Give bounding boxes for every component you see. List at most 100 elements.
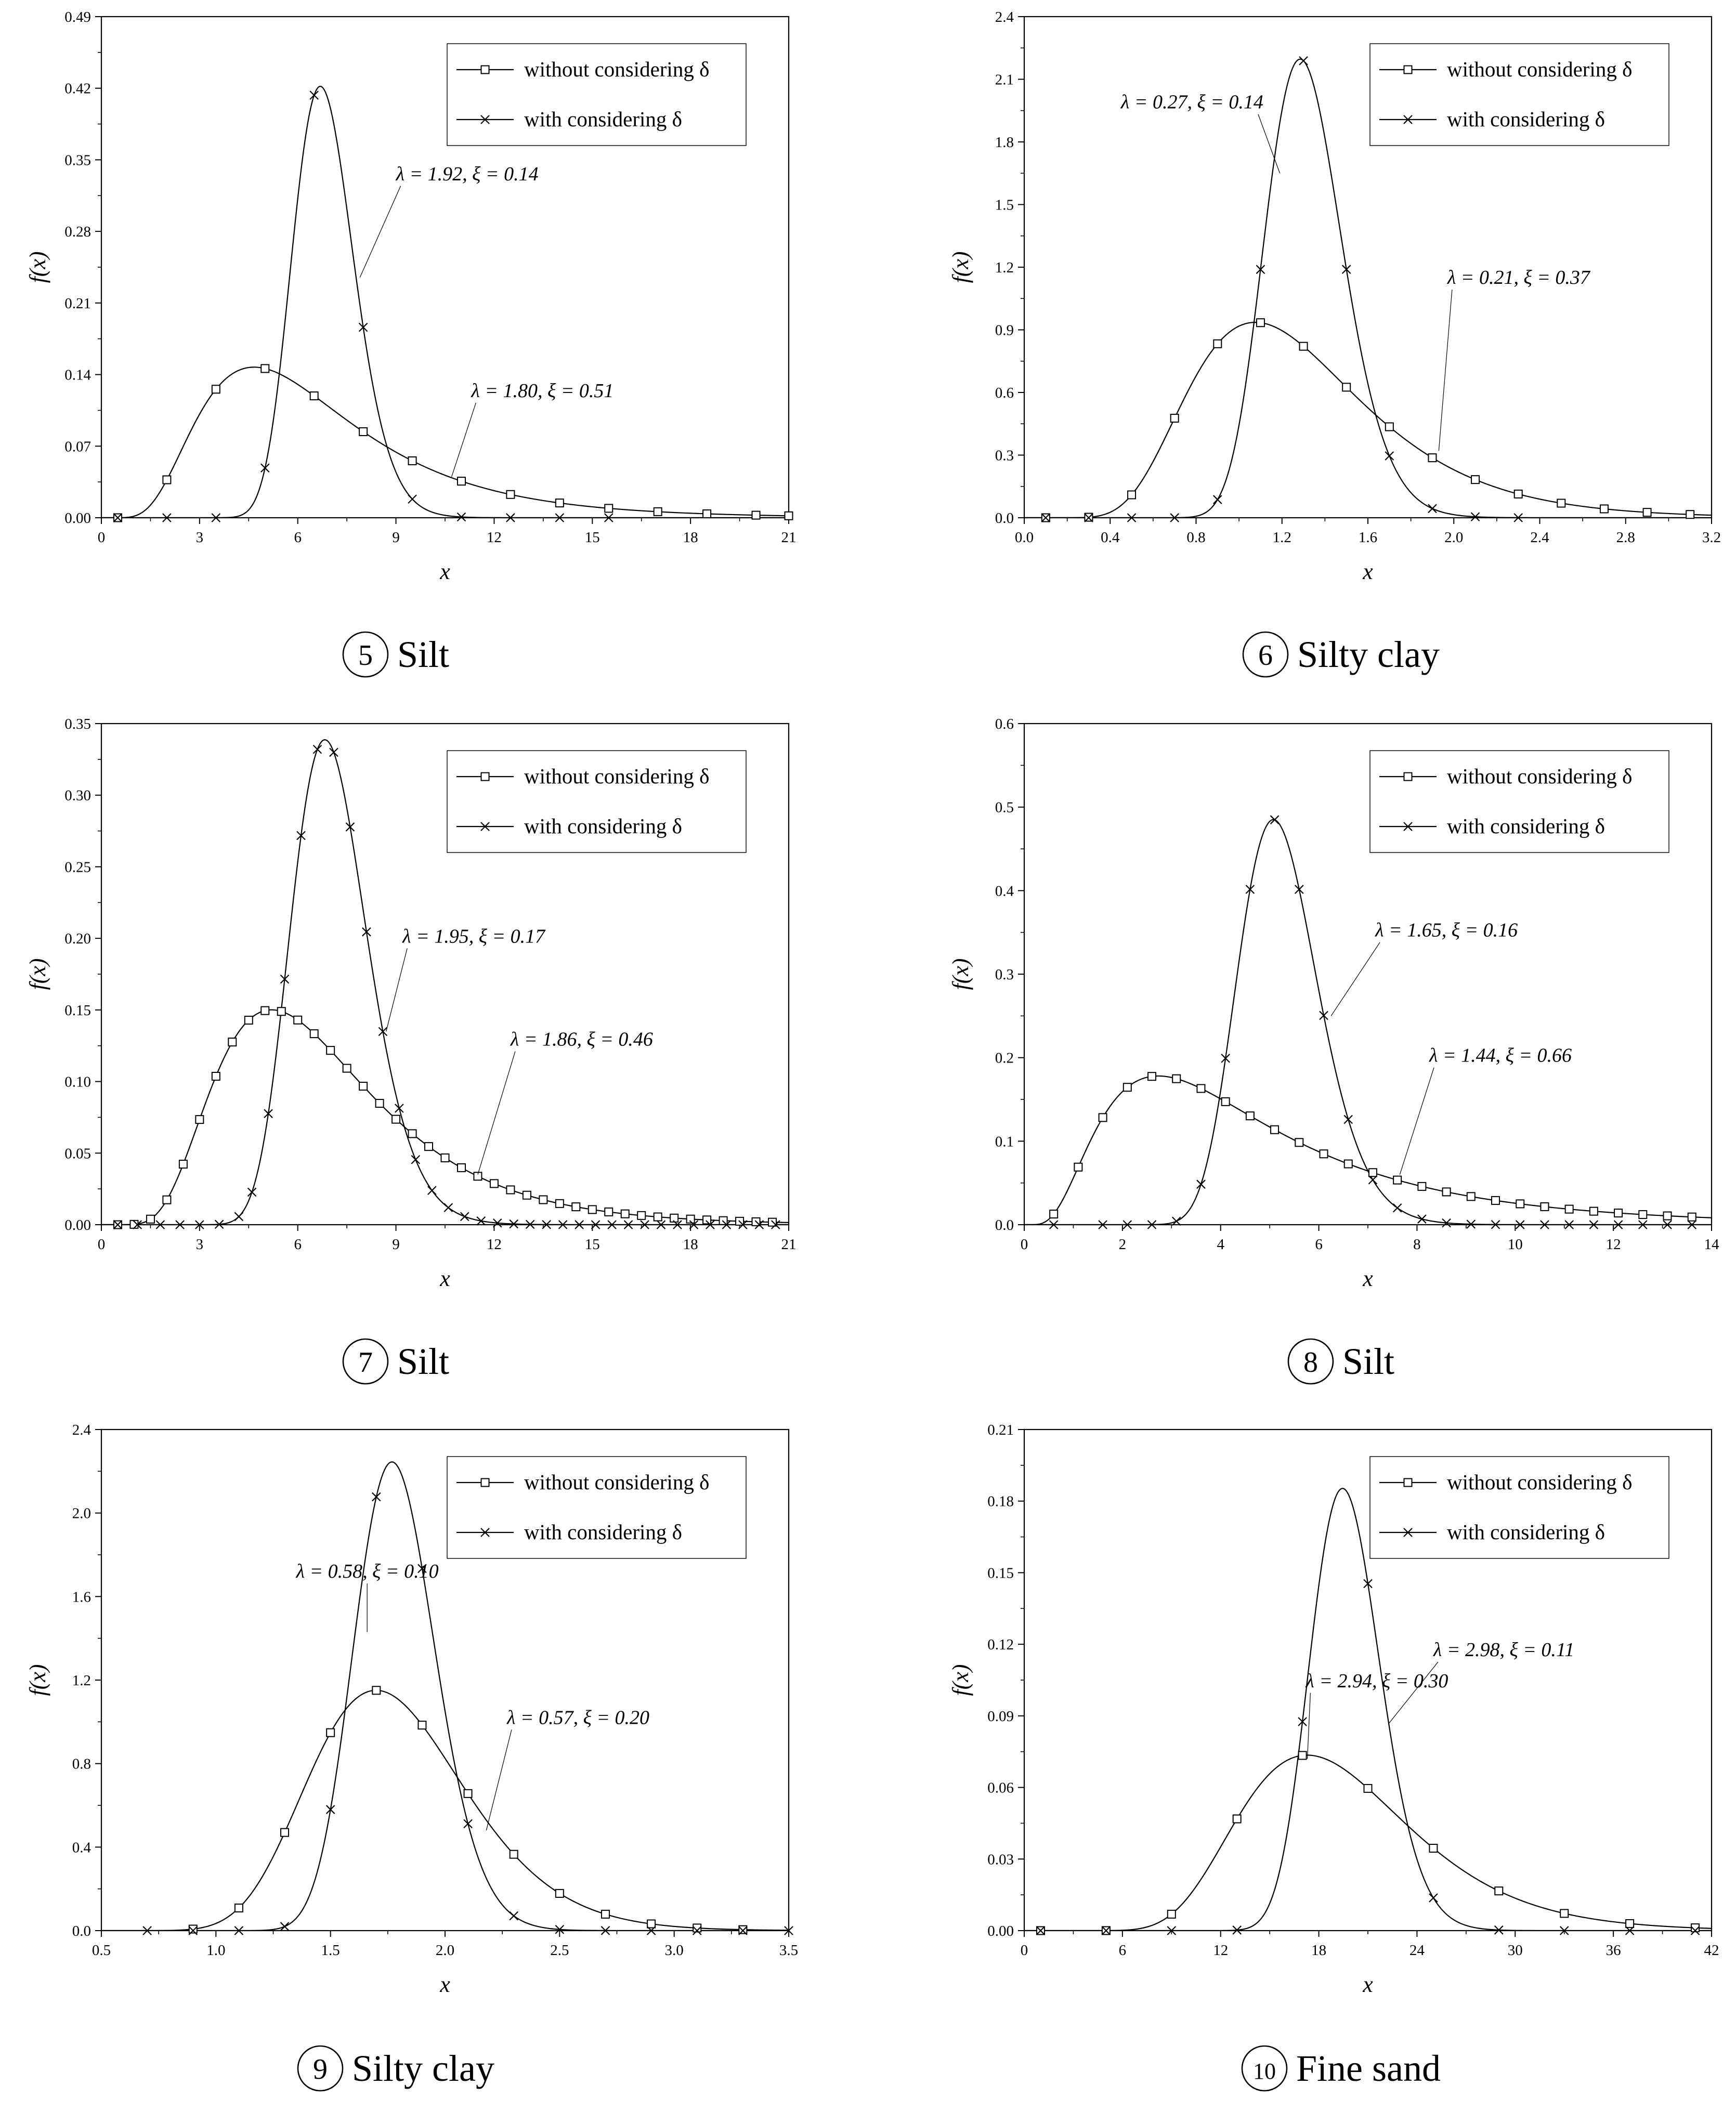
caption-number: 5	[358, 639, 373, 672]
cross-stroke	[1245, 885, 1255, 894]
annotation-without: λ = 0.21, ξ = 0.37	[1438, 267, 1591, 451]
cross-stroke	[443, 1203, 453, 1212]
data-point-square	[1245, 1111, 1255, 1121]
y-tick-label: 1.2	[72, 1672, 91, 1689]
data-point-square	[417, 1721, 427, 1730]
data-point-cross	[1270, 815, 1280, 824]
legend-item-without: without considering δ	[456, 764, 709, 788]
series-line-with-delta	[101, 1461, 789, 1931]
data-point-square	[555, 1889, 564, 1898]
y-tick-label: 0.21	[64, 295, 91, 312]
legend-label-with: with considering δ	[524, 107, 682, 131]
data-point-cross	[296, 831, 306, 841]
data-point-square	[1686, 510, 1695, 519]
data-point-cross	[575, 1220, 584, 1229]
data-point-cross	[1041, 513, 1051, 522]
cross-stroke	[1385, 451, 1394, 461]
cross-stroke	[214, 1220, 224, 1229]
x-tick-label: 1.5	[321, 1942, 340, 1959]
legend-square-marker	[480, 1478, 490, 1487]
cross-stroke	[673, 1220, 682, 1229]
data-point-cross	[509, 1219, 518, 1229]
data-point-square	[359, 1082, 368, 1091]
annotation-leader-line	[486, 1729, 512, 1831]
data-point-square	[1122, 1083, 1132, 1092]
y-tick-label: 2.4	[72, 1422, 92, 1438]
data-point-cross	[1559, 1926, 1569, 1935]
legend-label-without: without considering δ	[524, 1470, 709, 1494]
cross-stroke	[280, 974, 290, 984]
data-point-square	[751, 510, 761, 520]
data-point-cross	[754, 1220, 764, 1229]
annotation-text: λ = 0.27, ξ = 0.14	[1120, 91, 1263, 113]
data-point-cross	[329, 748, 338, 757]
cross-stroke	[506, 513, 515, 522]
cross-stroke	[325, 1805, 335, 1814]
legend: without considering δ with considering δ	[447, 750, 747, 853]
data-point-square	[1491, 1196, 1500, 1205]
chart-panel-9: 0.5 1.0 1.5 2.0 2.5 3.0 3.5 0.0 0.4 0.8 1.2 1.6 2.0 2…	[25, 1422, 798, 1997]
data-point-cross	[646, 1926, 656, 1935]
data-point-square	[1393, 1175, 1402, 1185]
caption-label: Fine sand	[1296, 2048, 1441, 2089]
y-tick-label: 0.10	[64, 1074, 91, 1091]
data-point-cross	[195, 1220, 204, 1229]
data-point-square	[637, 1211, 646, 1220]
legend-box	[447, 750, 747, 853]
data-point-square	[456, 1163, 466, 1172]
cross-stroke	[1428, 504, 1437, 514]
x-tick-label: 3	[196, 529, 204, 546]
cross-stroke	[555, 513, 565, 522]
data-point-square	[1147, 1072, 1157, 1081]
data-point-cross	[133, 1220, 142, 1229]
y-tick-label: 0.06	[987, 1780, 1014, 1797]
series-line-without-delta	[101, 1689, 789, 1931]
data-point-cross	[604, 513, 614, 522]
cross-stroke	[188, 1926, 198, 1935]
data-point-cross	[1036, 1926, 1046, 1935]
legend: without considering δ with considering δ	[1369, 43, 1669, 146]
y-tick-label: 0.6	[995, 716, 1014, 732]
cross-stroke	[329, 748, 338, 757]
annotation-text: λ = 2.94, ξ = 0.30	[1305, 1670, 1448, 1692]
data-point-cross	[1084, 513, 1093, 522]
annotation-text: λ = 1.86, ξ = 0.46	[510, 1029, 653, 1051]
cross-stroke	[1270, 815, 1280, 824]
x-tick-label: 10	[1508, 1236, 1523, 1253]
data-point-square	[1342, 383, 1351, 392]
annotation-leader-line	[1258, 114, 1281, 174]
x-tick-label: 2.4	[1530, 529, 1549, 546]
x-tick-label: 3.0	[665, 1942, 684, 1959]
y-axis-label: f(x)	[948, 1664, 973, 1696]
cross-stroke	[604, 513, 614, 522]
x-tick-label: 30	[1508, 1942, 1523, 1959]
y-tick-label: 0.6	[995, 385, 1014, 401]
annotation-leader-line	[386, 948, 408, 1032]
data-point-cross	[640, 1220, 649, 1229]
cross-stroke	[411, 1155, 421, 1164]
data-point-cross	[1428, 504, 1437, 514]
x-tick-label: 18	[1311, 1942, 1326, 1959]
x-tick-label: 0	[1021, 1236, 1028, 1253]
y-tick-label: 1.5	[995, 197, 1014, 214]
data-point-square	[456, 477, 466, 486]
data-point-square	[408, 456, 417, 465]
y-tick-label: 0.18	[987, 1493, 1014, 1510]
cross-stroke	[476, 1216, 486, 1226]
cross-stroke	[692, 1926, 702, 1935]
x-axis-label: x	[439, 559, 450, 584]
data-point-cross	[1049, 1220, 1059, 1229]
annotation-text: λ = 0.57, ξ = 0.20	[506, 1707, 649, 1728]
legend-item-without: without considering δ	[456, 57, 709, 81]
y-tick-label: 0.09	[987, 1708, 1014, 1725]
data-point-square	[326, 1728, 335, 1737]
cross-stroke	[646, 1926, 656, 1935]
y-axis-label: f(x)	[948, 958, 973, 990]
data-point-cross	[1196, 1179, 1206, 1189]
data-point-cross	[525, 1220, 535, 1229]
x-axis-label: x	[1362, 1972, 1373, 1997]
legend-label-without: without considering δ	[1447, 1470, 1632, 1494]
legend-box	[1369, 43, 1669, 146]
cross-stroke	[738, 1926, 748, 1935]
data-point-cross	[155, 1220, 165, 1229]
